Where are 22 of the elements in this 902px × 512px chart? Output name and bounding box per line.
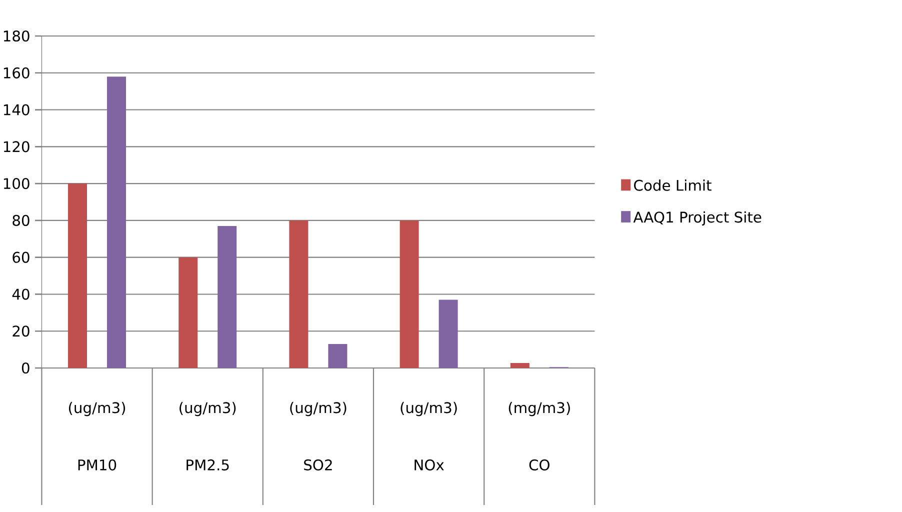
y-tick-label: 40 [12,288,30,300]
y-tick-label: 20 [12,326,30,337]
text: (ug/m3) [290,402,346,416]
y-tick-label: 60 [12,252,30,263]
y-tick-label: 160 [4,67,30,78]
legend-label: AAQ1 Project Site [633,211,762,226]
x-tick-label: CO [529,459,550,470]
y-tick-label: 120 [4,141,30,152]
y-tick-label: 0 [22,362,30,374]
legend-label: Code Limit [634,180,712,191]
x-tick-label: SO2 [304,459,332,470]
x-tick-label: PM10 [78,459,116,470]
y-tick-label: 100 [4,178,30,190]
y-tick-label: 80 [12,214,30,226]
x-tick-label: NOx [414,459,444,470]
y-tick-label: 180 [4,30,30,42]
text: (mg/m3) [508,402,570,416]
y-tick-label: 140 [4,104,30,116]
text: (ug/m3) [180,402,236,416]
x-tick-label: PM2.5 [186,459,229,470]
text: (ug/m3) [68,402,126,416]
text: (ug/m3) [400,402,457,416]
